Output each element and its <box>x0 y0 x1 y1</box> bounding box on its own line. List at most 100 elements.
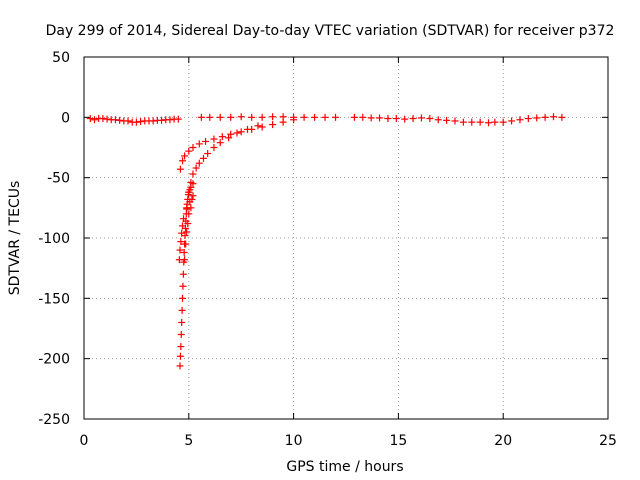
y-axis-label: SDTVAR / TECUs <box>7 181 23 296</box>
data-point-baseline <box>443 116 451 124</box>
data-point-drop-main <box>178 306 186 314</box>
y-tick-label: 50 <box>52 50 70 66</box>
data-point-baseline <box>206 113 214 121</box>
y-tick-label: -50 <box>47 171 70 187</box>
data-point-recovery-upper <box>195 140 203 148</box>
data-point-baseline <box>468 118 476 126</box>
data-point-drop-secondary <box>179 222 187 230</box>
data-point-recovery-upper <box>185 147 193 155</box>
data-point-recovery-upper <box>210 135 218 143</box>
data-point-drop-secondary <box>176 246 184 254</box>
data-point-recovery-lower <box>189 170 197 178</box>
data-point-recovery-lower <box>195 159 203 167</box>
data-point-drop-main <box>176 362 184 370</box>
data-point-baseline <box>392 115 400 123</box>
data-point-baseline <box>485 119 493 127</box>
data-point-baseline <box>216 113 224 121</box>
data-point-baseline <box>417 114 425 122</box>
data-point-recovery-upper <box>269 121 277 129</box>
data-point-recovery-lower <box>210 144 218 151</box>
data-point-drop-secondary <box>187 204 195 212</box>
data-point-recovery-upper <box>258 123 266 131</box>
data-point-drop-secondary <box>188 195 196 203</box>
data-point-baseline <box>90 116 98 124</box>
data-point-baseline <box>516 116 524 124</box>
data-point-baseline <box>508 117 516 125</box>
data-point-baseline <box>166 116 174 124</box>
y-tick-label: -200 <box>38 352 70 368</box>
data-points <box>86 113 566 370</box>
data-point-baseline <box>269 113 277 121</box>
data-point-recovery-upper <box>279 118 287 126</box>
data-point-baseline <box>300 113 308 121</box>
data-point-drop-secondary <box>180 215 188 223</box>
data-point-drop-main <box>177 331 185 339</box>
data-point-recovery-upper <box>176 165 184 173</box>
data-point-baseline <box>174 115 182 123</box>
data-point-recovery-lower <box>204 150 212 158</box>
data-point-drop-main <box>180 248 188 256</box>
axis-ticks: 0 5 10 15 20 25 -250 -200 -150 -100 -50 0 50 <box>38 50 617 449</box>
data-point-baseline <box>99 115 107 123</box>
x-tick-label: 0 <box>80 433 89 449</box>
data-point-drop-secondary <box>185 210 193 218</box>
data-point-baseline <box>434 116 442 124</box>
data-point-baseline <box>137 118 145 126</box>
data-point-baseline <box>124 117 132 125</box>
data-point-drop-secondary <box>189 192 197 200</box>
data-point-baseline <box>524 115 532 123</box>
x-tick-label: 25 <box>599 433 617 449</box>
data-point-baseline <box>476 118 484 126</box>
data-point-drop-main <box>178 318 186 326</box>
data-point-drop-secondary <box>178 229 186 237</box>
data-point-recovery-upper <box>181 152 189 160</box>
y-tick-label: -250 <box>38 412 70 428</box>
data-point-recovery-upper <box>237 128 245 136</box>
data-point-baseline <box>237 113 245 121</box>
data-point-baseline <box>376 114 384 122</box>
data-point-baseline <box>258 113 266 121</box>
data-point-drop-main <box>187 183 195 191</box>
data-point-recovery-lower <box>192 164 200 172</box>
data-point-recovery-lower <box>254 122 262 130</box>
data-point-recovery-lower <box>216 139 224 147</box>
x-tick-label: 15 <box>389 433 407 449</box>
data-point-drop-main <box>179 294 187 302</box>
data-point-baseline <box>311 113 319 121</box>
data-point-baseline <box>558 113 566 121</box>
data-point-recovery-upper <box>218 133 226 141</box>
data-point-recovery-upper <box>227 130 235 138</box>
data-point-recovery-lower <box>225 134 233 142</box>
data-point-baseline <box>132 118 140 126</box>
data-point-drop-main <box>179 270 187 278</box>
data-point-baseline <box>227 113 235 121</box>
y-tick-label: -100 <box>38 231 70 247</box>
data-point-baseline <box>550 113 558 121</box>
data-point-drop-secondary <box>182 240 190 248</box>
data-point-baseline <box>158 116 166 124</box>
data-point-baseline <box>367 114 375 122</box>
data-point-baseline <box>533 114 541 122</box>
data-point-baseline <box>359 113 367 121</box>
data-point-recovery-upper <box>179 157 187 165</box>
data-point-baseline <box>426 115 434 123</box>
data-point-baseline <box>409 115 417 123</box>
data-point-baseline <box>111 116 119 124</box>
data-point-baseline <box>401 115 409 123</box>
data-point-recovery-lower <box>243 125 251 133</box>
data-point-baseline <box>103 115 111 123</box>
data-point-drop-main <box>176 352 184 360</box>
data-point-baseline <box>384 115 392 123</box>
data-point-drop-secondary <box>177 238 185 246</box>
data-point-drop-secondary <box>184 220 192 228</box>
data-point-baseline <box>499 118 507 126</box>
data-point-drop-main <box>189 180 197 188</box>
data-point-baseline <box>459 118 467 126</box>
data-point-recovery-upper <box>189 144 197 151</box>
data-point-recovery-lower <box>199 154 207 162</box>
data-point-baseline <box>321 113 329 121</box>
x-tick-label: 5 <box>184 433 193 449</box>
data-point-drop-secondary <box>181 256 189 264</box>
data-point-baseline <box>116 116 124 124</box>
